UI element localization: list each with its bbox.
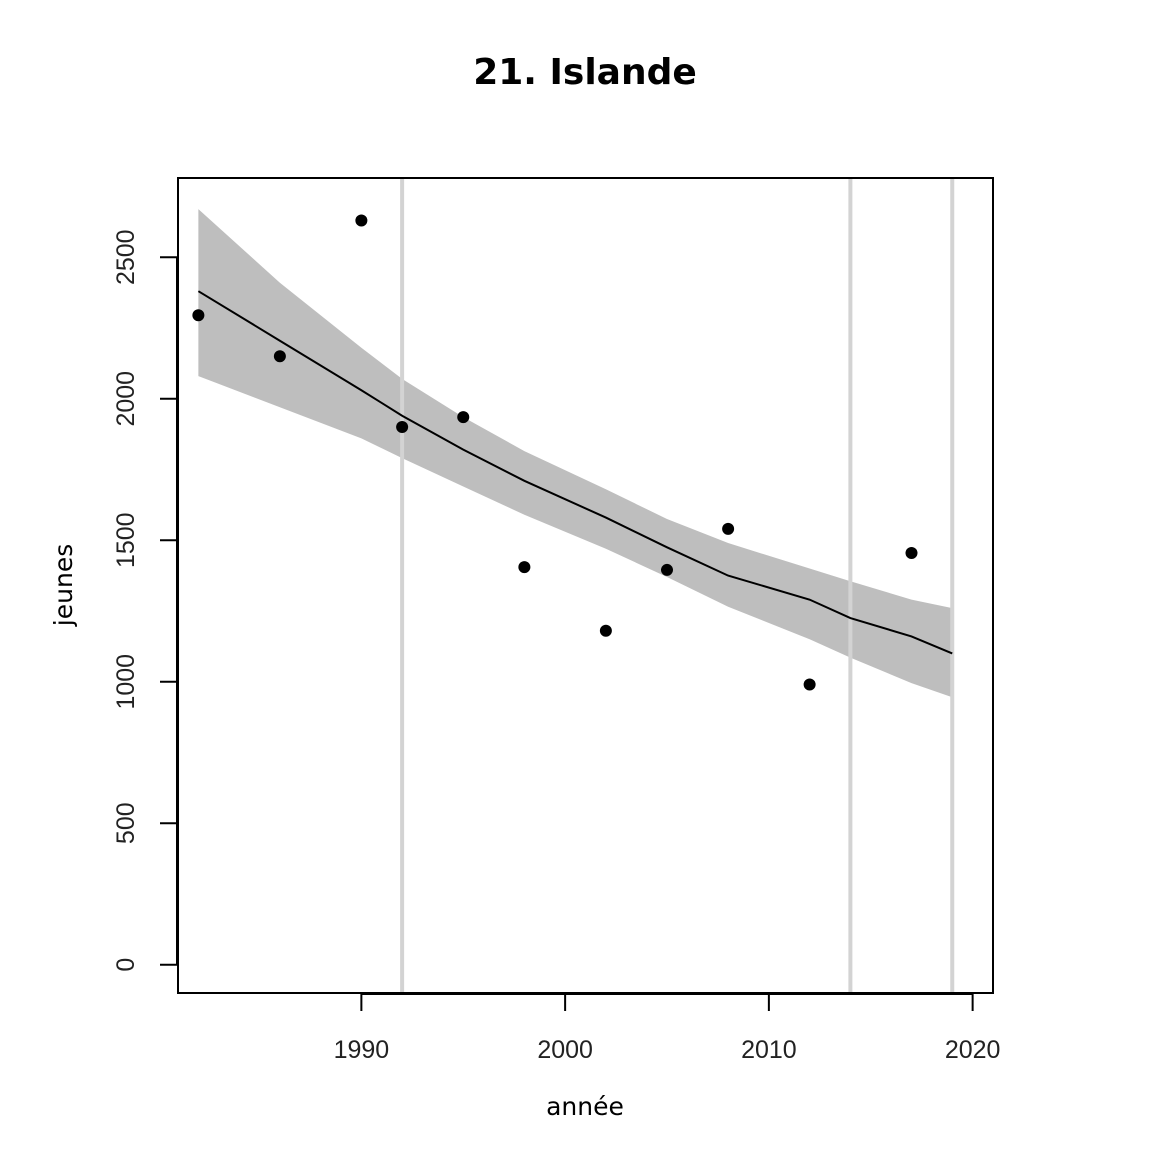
vertical-lines-layer [400,178,955,993]
trend-line [197,290,953,655]
data-point-3 [396,421,409,434]
y-tick-label-4: 2000 [112,371,140,427]
x-tick-label-1: 2000 [537,1036,593,1064]
data-point-4 [457,411,470,424]
y-tick-label-2: 1000 [112,654,140,710]
x-tick-label-2: 2010 [741,1036,797,1064]
y-axis-title: jeunes [49,544,78,627]
y-tick-label-1: 500 [112,802,140,844]
x-tick-label-0: 1990 [334,1036,390,1064]
trend-line-layer [197,290,953,655]
data-point-1 [273,350,286,363]
data-point-2 [355,214,368,227]
y-tick-label-3: 1500 [112,512,140,568]
y-tick-label-5: 2500 [112,229,140,285]
data-point-8 [722,522,735,535]
confidence-band [198,209,953,698]
data-point-10 [905,546,918,559]
chart-title: 21. Islande [473,52,697,93]
axes-layer: 1990 2000 2010 2020 0 500 1000 1500 2000 2500 [112,229,1000,1064]
data-point-5 [518,561,531,574]
data-point-7 [661,563,673,576]
y-tick-label-0: 0 [112,958,140,972]
data-points-layer [192,214,918,691]
x-axis-title: année [546,1092,624,1121]
data-point-9 [803,678,816,691]
confidence-band-layer [198,209,953,698]
x-tick-label-3: 2020 [945,1036,1001,1064]
data-point-0 [192,309,205,322]
data-point-6 [599,624,612,637]
